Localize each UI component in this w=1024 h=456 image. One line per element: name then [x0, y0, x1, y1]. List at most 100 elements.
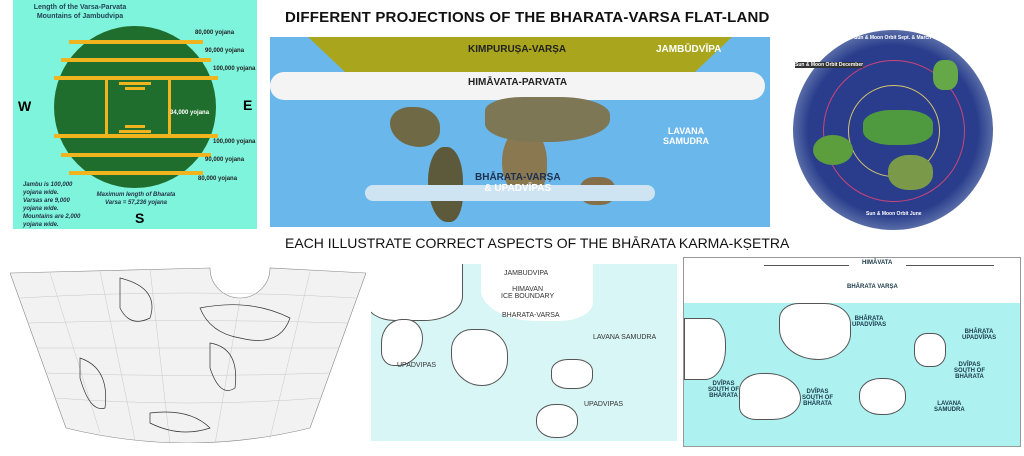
- continent: [779, 303, 851, 360]
- width-note: Jambu is 100,000 yojana wide. Varsas are…: [23, 181, 80, 229]
- continent: [933, 60, 958, 90]
- upadvipas-label: BHĀRATA UPADVĪPAS: [962, 329, 996, 341]
- himavan-label: HIMAVAN ICE BOUNDARY: [501, 286, 554, 300]
- bar-label: 90,000 yojana: [205, 48, 245, 54]
- mountain-bar: [69, 171, 203, 175]
- label-line: BHĀRATA: [964, 329, 994, 335]
- label-line: BHĀRATA: [803, 401, 832, 407]
- east-label: E: [243, 97, 253, 113]
- label-line: SAMUDRA: [663, 136, 709, 146]
- bharata-varsa-band: [684, 283, 1020, 303]
- diagram-heading: Length of the Varsa-Parvata Mountains of…: [25, 3, 135, 21]
- continent: [551, 359, 593, 389]
- continent: [390, 107, 440, 147]
- note-line: Maximum length of Bharata: [96, 192, 176, 198]
- orbit-sept-label: Sun & Moon Orbit Sept. & March: [854, 35, 932, 41]
- bar-label: 80,000 yojana: [195, 30, 235, 36]
- note-line: yojana wide.: [23, 222, 59, 228]
- label-line: SAMUDRA: [934, 407, 965, 413]
- varsa-parvata-diagram: Length of the Varsa-Parvata Mountains of…: [13, 0, 257, 229]
- note-line: Mountains are 2,000: [23, 214, 81, 220]
- lavana-label: LAVANA SAMUDRA: [663, 126, 709, 146]
- mountain-bar: [119, 130, 151, 133]
- lavana-label: LAVANA SAMUDRA: [593, 334, 657, 341]
- label-line: DVĪPAS: [958, 362, 981, 368]
- upadvipas-label: UPADVIPAS: [584, 401, 624, 408]
- bharata-length-note: Maximum length of Bharata Varsa = 57,236…: [90, 191, 182, 207]
- bharata-varsa-label: BHĀRATA VARṢA: [847, 284, 898, 290]
- continent: [371, 264, 463, 321]
- dvipas-label: DVĪPAS SOUTH OF BHĀRATA: [708, 381, 739, 399]
- label-line: UPADVĪPAS: [962, 335, 997, 341]
- collage-title: DIFFERENT PROJECTIONS OF THE BHARATA-VAR…: [285, 9, 770, 26]
- mountain-bar: [119, 82, 151, 85]
- continent: [863, 110, 933, 145]
- label-line: LAVANA: [667, 126, 705, 136]
- bar-label: 90,000 yojana: [205, 157, 245, 163]
- label-line: & UPADVĪPAS: [484, 183, 552, 194]
- continent: [381, 319, 423, 366]
- label-line: HIMAVAN: [512, 286, 544, 293]
- lavana-label: LAVANA SAMUDRA: [934, 401, 965, 413]
- orbit-dec-label: Sun & Moon Orbit December: [795, 62, 864, 68]
- mountain-bar: [69, 40, 203, 44]
- label-line: LAVANA: [937, 401, 962, 407]
- continent: [859, 378, 906, 415]
- label-line: UPADVĪPAS: [852, 322, 887, 328]
- upadvipas-label: BHĀRATA UPADVĪPAS: [852, 316, 886, 328]
- dvipas-label: DVĪPAS SOUTH OF BHĀRATA: [802, 389, 833, 407]
- note-line: Varsa = 57,236 yojana: [105, 200, 167, 206]
- continent: [536, 404, 578, 438]
- kimpurusa-label: KIMPURUṢA-VARṢA: [468, 44, 567, 55]
- mountain-bar: [125, 87, 145, 90]
- heading-line: Length of the Varsa-Parvata: [33, 4, 127, 11]
- label-line: BHĀRATA: [709, 393, 738, 399]
- south-label: S: [135, 210, 145, 226]
- orbit-ring: [823, 60, 965, 202]
- continent: [481, 264, 593, 321]
- azimuthal-flat-earth-map: [793, 30, 993, 230]
- note-line: yojana wide.: [23, 206, 59, 212]
- flat-land-map: KIMPURUṢA-VARṢA JAMBŪDVĪPA HIMĀVATA-PARV…: [270, 37, 770, 227]
- orbit-june-label: Sun & Moon Orbit June: [866, 211, 922, 217]
- bar-label: 34,000 yojana: [170, 110, 210, 116]
- continent: [428, 147, 463, 222]
- label-line: SOUTH OF: [954, 368, 985, 374]
- kimpurusa-region: [308, 37, 732, 77]
- mountain-bar: [54, 76, 218, 80]
- mountain-bar: [61, 58, 211, 62]
- divider: [764, 265, 849, 266]
- projection-outline: [10, 267, 366, 443]
- himavata-label: HIMĀVATA-PARVATA: [468, 77, 568, 88]
- collage-subtitle: EACH ILLUSTRATE CORRECT ASPECTS OF THE B…: [285, 235, 790, 251]
- continent: [813, 135, 853, 165]
- west-label: W: [18, 98, 32, 114]
- bar-label: 80,000 yojana: [198, 176, 238, 182]
- central-square: [105, 78, 171, 135]
- label-line: SOUTH OF: [802, 395, 833, 401]
- upadvipas-ice: [365, 185, 655, 201]
- bar-label: 100,000 yojana: [213, 139, 256, 145]
- continent: [684, 318, 726, 380]
- upadvipas-label: UPADVIPAS: [397, 362, 437, 369]
- note-line: Jambu is 100,000: [23, 182, 73, 188]
- bharata-karma-ksetra-map: HIMĀVATA BHĀRATA VARṢA BHĀRATA UPADVĪPAS …: [683, 257, 1021, 447]
- continent: [914, 333, 946, 367]
- mountain-bar: [54, 134, 218, 138]
- heading-line: Mountains of Jambudvipa: [36, 13, 124, 20]
- bharata-varsa-outline-map: JAMBUDVIPA HIMAVAN ICE BOUNDARY BHARATA-…: [371, 264, 677, 441]
- bharata-label: BHĀRATA-VARṢA & UPADVĪPAS: [475, 172, 561, 194]
- label-line: BHĀRATA-VARṢA: [475, 172, 561, 183]
- himavata-label: HIMĀVATA: [862, 260, 893, 266]
- divider: [906, 265, 994, 266]
- note-line: Varsas are 9,000: [23, 198, 70, 204]
- mountain-bar: [61, 153, 211, 157]
- label-line: SOUTH OF: [708, 387, 739, 393]
- himavata-ice: [270, 72, 765, 100]
- jambudvipa-label: JAMBŪDVĪPA: [656, 44, 722, 55]
- mountain-bar: [125, 125, 145, 128]
- continent: [739, 373, 801, 420]
- label-line: BHĀRATA: [854, 316, 884, 322]
- jambudvipa-circle: [54, 26, 216, 188]
- bharata-label: BHARATA-VARSA: [502, 312, 560, 319]
